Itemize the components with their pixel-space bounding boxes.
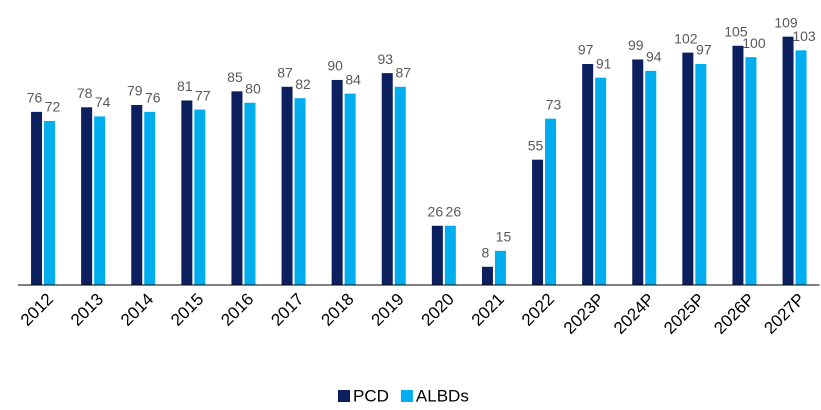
x-tick-label: 2024P (610, 290, 658, 338)
bar (244, 102, 256, 285)
legend-label: ALBDs (416, 386, 469, 405)
value-label: 73 (546, 96, 562, 112)
value-label: 94 (646, 49, 662, 65)
bar (695, 64, 707, 285)
x-tick-label: 2017 (267, 290, 307, 330)
value-label: 91 (596, 55, 612, 71)
value-label: 109 (774, 14, 798, 30)
value-label: 26 (446, 203, 462, 219)
value-label: 82 (295, 76, 311, 92)
x-tick-label: 2022 (518, 290, 558, 330)
value-label: 90 (327, 58, 343, 74)
value-label: 100 (742, 35, 766, 51)
value-label: 102 (674, 30, 698, 46)
bar (381, 73, 393, 286)
x-tick-label: 2025P (660, 290, 708, 338)
x-tick-label: 2018 (317, 290, 357, 330)
x-tick-label: 2014 (117, 290, 157, 330)
bar (294, 98, 306, 285)
value-label: 79 (127, 83, 143, 99)
bar (94, 116, 106, 286)
value-label: 85 (227, 69, 243, 85)
bar (131, 105, 143, 285)
x-tick-label: 2026P (710, 290, 758, 338)
bar (181, 100, 193, 285)
value-label: 103 (792, 28, 816, 44)
x-tick-label: 2023P (560, 290, 608, 338)
value-label: 97 (696, 42, 712, 58)
value-label: 93 (377, 51, 393, 67)
x-tick-label: 2027P (760, 290, 808, 338)
x-tick-label: 2019 (368, 290, 408, 330)
legend-swatch (400, 390, 413, 402)
bar (444, 225, 456, 285)
value-label: 99 (628, 37, 644, 53)
legend-label: PCD (353, 386, 389, 405)
bar (582, 64, 594, 285)
value-label: 78 (77, 85, 93, 101)
bar (682, 52, 694, 286)
value-label: 81 (177, 78, 193, 94)
bar (331, 79, 343, 286)
value-label: 76 (145, 90, 161, 106)
x-tick-label: 2020 (418, 290, 458, 330)
value-label: 87 (395, 64, 411, 80)
value-label: 80 (245, 80, 261, 96)
bar (281, 86, 293, 285)
value-label: 15 (496, 229, 512, 245)
value-label: 72 (45, 99, 61, 115)
bar (795, 50, 807, 286)
value-label: 77 (195, 87, 211, 103)
bar (481, 266, 493, 285)
value-label: 105 (724, 23, 748, 39)
bar (144, 111, 156, 285)
x-tick-label: 2013 (67, 290, 107, 330)
value-label: 97 (578, 42, 594, 58)
bar (394, 86, 406, 285)
bar (732, 45, 744, 285)
x-tick-label: 2021 (468, 290, 508, 330)
legend-swatch (338, 390, 350, 402)
bar (81, 107, 93, 285)
bar (194, 109, 206, 285)
bar (782, 36, 794, 286)
bar (545, 118, 557, 286)
x-tick-label: 2012 (17, 290, 57, 330)
bar (231, 91, 243, 285)
value-label: 26 (428, 203, 444, 219)
bar (494, 250, 506, 285)
x-tick-label: 2016 (217, 290, 257, 330)
bar (44, 120, 56, 286)
bar (532, 159, 544, 285)
bar (645, 70, 657, 285)
bar (31, 111, 43, 285)
x-tick-label: 2015 (167, 290, 207, 330)
bar (745, 57, 757, 285)
value-label: 55 (528, 137, 544, 153)
bar (344, 93, 356, 285)
value-label: 74 (95, 94, 111, 110)
bar (632, 59, 644, 285)
bar (431, 225, 443, 285)
value-label: 87 (277, 64, 293, 80)
bar (595, 77, 607, 286)
value-label: 8 (482, 244, 490, 260)
value-label: 76 (27, 90, 43, 106)
value-label: 84 (345, 71, 361, 87)
